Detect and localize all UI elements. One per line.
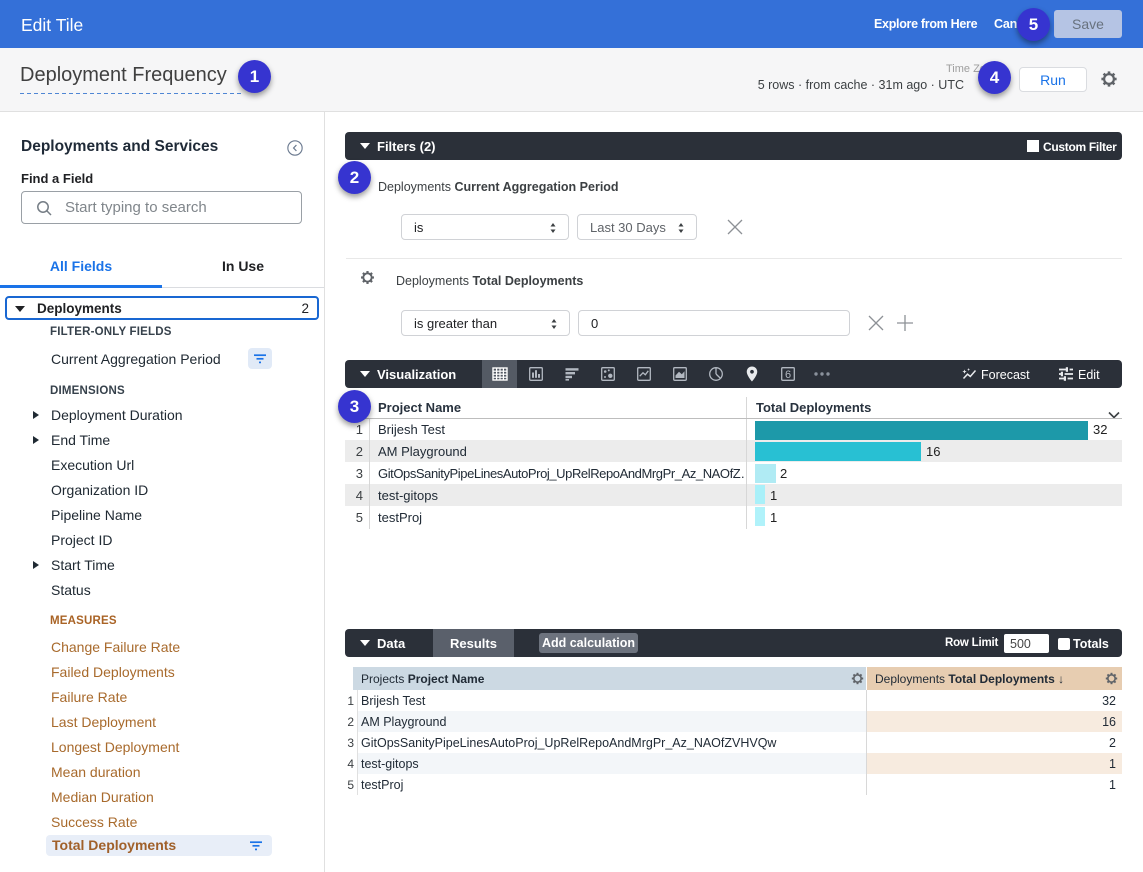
svg-text:6: 6 xyxy=(785,369,791,381)
